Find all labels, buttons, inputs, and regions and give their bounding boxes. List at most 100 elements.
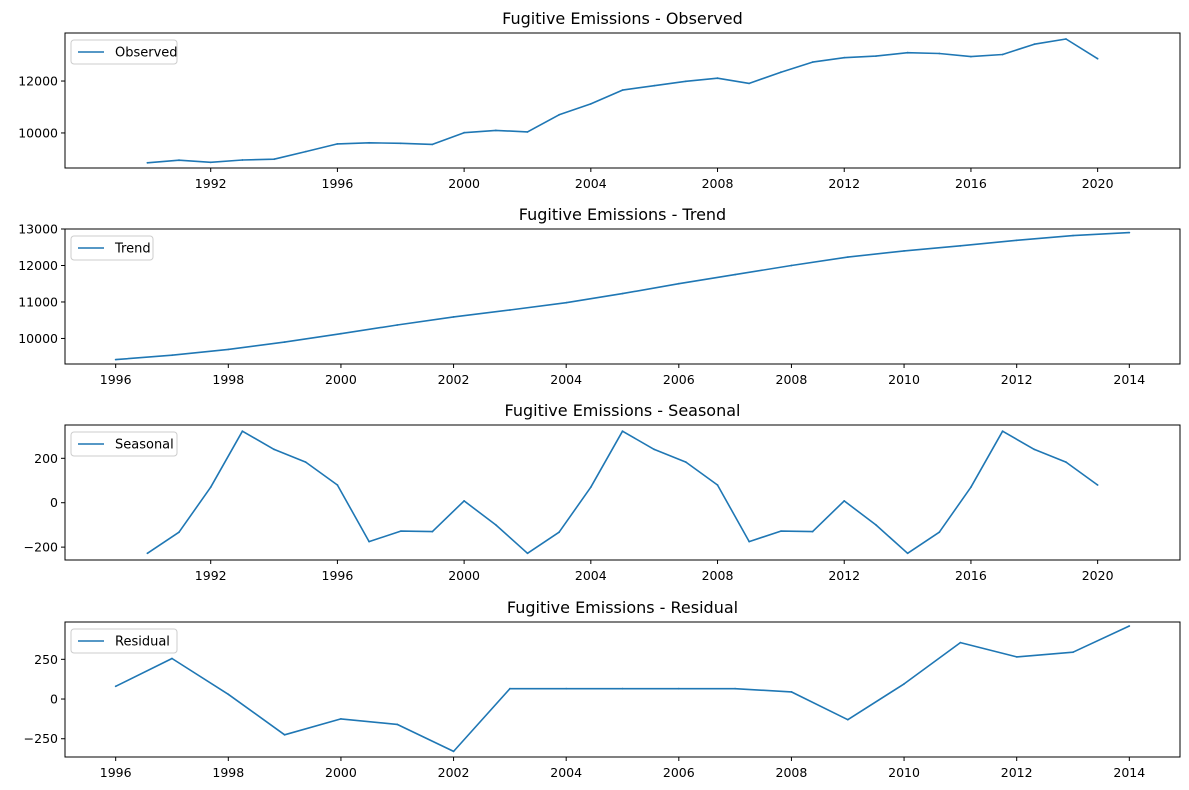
y-tick-label: 0 — [50, 692, 58, 707]
data-point — [494, 524, 497, 526]
data-point — [396, 723, 399, 726]
y-tick-label: −200 — [24, 540, 58, 555]
data-point — [621, 687, 624, 690]
data-point — [970, 486, 972, 489]
data-point — [283, 733, 286, 736]
legend-label: Residual — [115, 635, 170, 650]
y-tick-label: 250 — [34, 652, 58, 667]
x-tick-label: 2008 — [702, 568, 734, 583]
legend-label: Seasonal — [115, 438, 174, 453]
axes-frame — [64, 424, 1181, 561]
data-point — [526, 131, 529, 133]
legend-box — [70, 431, 178, 457]
data-point — [677, 282, 680, 285]
y-tick-label: 13000 — [18, 222, 58, 237]
series-line-observed — [147, 38, 1099, 164]
data-point — [509, 687, 511, 690]
data-point — [677, 687, 680, 690]
data-point — [283, 341, 286, 343]
data-point — [396, 324, 399, 326]
data-point — [621, 292, 624, 295]
subplot-title: Fugitive Emissions - Residual — [507, 598, 738, 617]
subplot-title: Fugitive Emissions - Trend — [519, 205, 726, 224]
data-point — [1015, 656, 1018, 658]
data-point — [1033, 43, 1036, 46]
data-point — [1001, 53, 1004, 56]
data-point — [734, 273, 736, 276]
data-point — [1128, 625, 1131, 627]
data-point — [1096, 57, 1099, 60]
data-point — [1033, 448, 1036, 451]
y-tick-label: −250 — [24, 731, 58, 746]
data-point — [685, 461, 687, 463]
legend-box — [70, 628, 178, 654]
data-point — [558, 113, 560, 116]
x-tick-label: 2000 — [325, 765, 357, 780]
data-point — [1128, 231, 1131, 234]
axes-frame — [64, 621, 1181, 758]
data-point — [565, 687, 568, 690]
data-point — [959, 244, 962, 247]
data-point — [734, 687, 736, 690]
data-point — [811, 61, 814, 63]
data-point — [558, 531, 560, 534]
x-tick-label: 2008 — [776, 372, 808, 387]
data-point — [336, 143, 339, 145]
data-point — [171, 354, 173, 357]
x-tick-label: 2000 — [448, 568, 480, 583]
x-tick-label: 1998 — [212, 765, 244, 780]
legend-box — [70, 235, 154, 261]
x-tick-label: 2000 — [448, 176, 480, 191]
legend: Observed — [70, 39, 178, 65]
data-point — [1072, 651, 1074, 654]
x-tick-label: 2014 — [1113, 372, 1145, 387]
x-tick-label: 2002 — [438, 372, 470, 387]
x-tick-label: 2008 — [702, 176, 734, 191]
data-point — [970, 55, 972, 58]
data-point — [653, 84, 656, 87]
y-tick-label: 11000 — [18, 294, 58, 309]
axes-frame — [64, 32, 1181, 169]
data-point — [790, 264, 793, 267]
data-point — [368, 141, 370, 144]
data-point — [748, 540, 751, 543]
x-tick-label: 2010 — [888, 372, 920, 387]
data-point — [685, 80, 687, 83]
x-tick-label: 2012 — [1001, 372, 1033, 387]
subplot-title: Fugitive Emissions - Observed — [502, 9, 743, 28]
x-tick-label: 2016 — [955, 176, 987, 191]
y-tick-label: 12000 — [18, 74, 58, 89]
data-point — [209, 161, 212, 164]
x-tick-label: 2004 — [575, 176, 607, 191]
data-point — [843, 500, 846, 502]
data-point — [509, 309, 511, 311]
data-point — [846, 718, 849, 721]
subplot-3: Fugitive Emissions - Seasonal 1992 1996 200… — [24, 401, 1181, 583]
data-point — [178, 531, 180, 534]
y-tick-label: 10000 — [18, 331, 58, 346]
subplot-2: Fugitive Emissions - Trend 1996 1998 2000 20… — [18, 205, 1181, 387]
x-tick-label: 2014 — [1113, 765, 1145, 780]
series-line-seasonal — [146, 430, 1099, 555]
data-point — [906, 552, 909, 555]
y-tick-label: 200 — [34, 451, 58, 466]
data-point — [903, 683, 905, 685]
data-point — [589, 486, 592, 489]
data-point — [114, 358, 117, 361]
data-point — [273, 448, 275, 451]
x-tick-label: 2004 — [550, 765, 582, 780]
data-point — [1065, 461, 1067, 463]
series-line-trend — [115, 231, 1130, 361]
data-point — [621, 430, 624, 433]
data-point — [146, 552, 149, 555]
x-tick-label: 2016 — [955, 568, 987, 583]
data-point — [716, 484, 719, 486]
data-point — [368, 540, 370, 543]
data-point — [146, 161, 149, 164]
data-point — [589, 103, 592, 105]
data-point — [1065, 38, 1067, 40]
subplot-1: Fugitive Emissions - Observed 1992 1996 200… — [18, 9, 1181, 191]
data-point — [780, 530, 782, 532]
data-point — [1001, 430, 1004, 433]
data-point — [399, 142, 402, 145]
